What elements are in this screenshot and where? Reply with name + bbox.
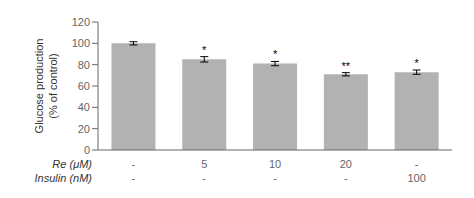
svg-text:80: 80 bbox=[78, 59, 90, 71]
svg-text:*: * bbox=[273, 48, 278, 60]
svg-text:*: * bbox=[202, 44, 207, 56]
svg-text:0: 0 bbox=[84, 144, 90, 156]
svg-text:-: - bbox=[132, 172, 136, 184]
svg-text:Glucose production(% of contro: Glucose production(% of control) bbox=[33, 39, 58, 134]
svg-text:-: - bbox=[344, 172, 348, 184]
svg-text:-: - bbox=[415, 158, 419, 170]
svg-text:-: - bbox=[132, 158, 136, 170]
svg-text:-: - bbox=[202, 172, 206, 184]
svg-text:**: ** bbox=[342, 60, 351, 72]
svg-text:40: 40 bbox=[78, 101, 90, 113]
svg-text:-: - bbox=[273, 172, 277, 184]
svg-text:60: 60 bbox=[78, 80, 90, 92]
svg-text:120: 120 bbox=[72, 16, 90, 28]
svg-text:*: * bbox=[415, 57, 420, 69]
svg-text:10: 10 bbox=[269, 158, 281, 170]
svg-text:Insulin (nM): Insulin (nM) bbox=[35, 172, 93, 184]
svg-text:20: 20 bbox=[78, 123, 90, 135]
svg-text:100: 100 bbox=[72, 37, 90, 49]
svg-text:100: 100 bbox=[407, 172, 425, 184]
svg-text:Re (μM): Re (μM) bbox=[52, 158, 92, 170]
svg-text:20: 20 bbox=[340, 158, 352, 170]
svg-text:5: 5 bbox=[201, 158, 207, 170]
